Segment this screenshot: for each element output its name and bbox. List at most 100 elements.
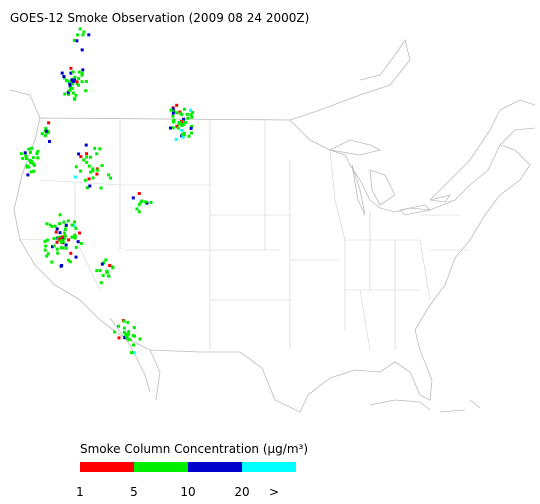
basemap — [9, 39, 536, 413]
smoke-pixel — [100, 164, 104, 167]
smoke-pixel — [124, 333, 128, 337]
colorbar-overflow-label: > — [269, 485, 279, 499]
smoke-pixel — [81, 68, 85, 72]
smoke-pixel — [66, 219, 70, 223]
smoke-pixel — [172, 110, 176, 113]
smoke-pixel — [91, 169, 95, 173]
smoke-pixel — [28, 150, 32, 154]
smoke-pixel — [85, 152, 89, 156]
smoke-pixel — [109, 176, 113, 180]
smoke-pixel — [64, 223, 68, 227]
caribbean — [369, 399, 481, 413]
smoke-pixel — [85, 160, 89, 164]
smoke-pixel — [45, 222, 49, 226]
smoke-pixel — [60, 239, 64, 242]
smoke-pixel — [21, 157, 25, 160]
smoke-pixel — [71, 91, 75, 95]
canada — [9, 39, 536, 201]
smoke-pixel — [73, 220, 77, 224]
smoke-pixel — [74, 245, 78, 249]
smoke-pixel — [139, 200, 143, 204]
colorbar-segment — [242, 462, 296, 472]
smoke-pixel — [69, 251, 73, 255]
smoke-pixel — [67, 92, 70, 96]
smoke-pixel — [183, 133, 186, 137]
smoke-pixel — [68, 84, 72, 88]
smoke-pixel — [36, 156, 40, 160]
smoke-pixel — [182, 117, 186, 121]
smoke-pixel — [68, 89, 72, 92]
smoke-pixel — [190, 115, 194, 119]
smoke-pixel — [95, 269, 99, 273]
smoke-pixel — [122, 319, 126, 323]
legend-title: Smoke Column Concentration (μg/m³) — [80, 442, 308, 456]
smoke-pixel — [73, 75, 77, 79]
smoke-pixel — [73, 236, 77, 240]
smoke-pixel — [172, 120, 176, 124]
smoke-pixel — [174, 137, 178, 141]
smoke-pixel — [84, 80, 88, 83]
smoke-pixel — [40, 132, 44, 136]
smoke-pixel — [70, 87, 74, 90]
smoke-pixel — [19, 152, 23, 156]
smoke-pixel — [66, 90, 70, 94]
smoke-pixel — [65, 79, 68, 82]
smoke-pixel — [46, 252, 50, 256]
smoke-pixel — [138, 337, 142, 341]
smoke-pixel — [76, 240, 80, 244]
smoke-pixel — [63, 234, 67, 238]
smoke-pixel — [58, 237, 62, 241]
smoke-pixel — [93, 146, 97, 150]
smoke-pixel — [82, 30, 86, 34]
smoke-pixel — [169, 126, 172, 130]
smoke-pixel — [74, 165, 78, 169]
smoke-pixel — [84, 89, 88, 93]
smoke-pixel — [64, 246, 68, 250]
smoke-pixel — [75, 39, 79, 43]
smoke-pixel — [43, 134, 47, 138]
smoke-pixel — [64, 243, 68, 247]
smoke-pixel — [55, 240, 59, 244]
smoke-pixel — [177, 122, 181, 126]
smoke-pixel — [50, 225, 54, 228]
smoke-pixel — [62, 220, 66, 224]
smoke-pixel — [130, 351, 133, 355]
smoke-pixel — [91, 167, 95, 171]
colorbar-tick-label: 10 — [180, 485, 195, 499]
smoke-pixel — [44, 127, 48, 130]
smoke-pixel — [132, 326, 136, 329]
smoke-pixel — [189, 131, 193, 135]
title: GOES-12 Smoke Observation (2009 08 24 20… — [10, 11, 309, 25]
smoke-pixel — [45, 254, 49, 258]
smoke-pixel — [59, 235, 63, 239]
smoke-pixel — [70, 78, 74, 82]
smoke-pixel — [70, 235, 74, 239]
smoke-pixel — [68, 260, 72, 264]
smoke-pixel — [29, 170, 33, 174]
smoke-pixels — [19, 27, 194, 355]
smoke-pixel — [149, 201, 153, 204]
smoke-pixel — [91, 176, 95, 180]
smoke-pixel — [74, 226, 78, 230]
smoke-pixel — [126, 332, 130, 336]
smoke-pixel — [67, 258, 71, 262]
smoke-pixel — [107, 274, 111, 278]
smoke-pixel — [87, 177, 91, 181]
smoke-pixel — [171, 114, 175, 118]
smoke-pixel — [96, 168, 100, 172]
smoke-pixel — [99, 281, 103, 285]
smoke-pixel — [62, 237, 66, 241]
smoke-pixel — [27, 165, 31, 169]
smoke-pixel — [35, 151, 39, 155]
colorbar-segment — [134, 462, 188, 472]
smoke-pixel — [113, 330, 117, 334]
smoke-pixel — [43, 239, 47, 243]
smoke-pixel — [80, 48, 84, 52]
smoke-pixel — [48, 223, 52, 227]
smoke-pixel — [133, 334, 137, 338]
smoke-pixel — [60, 71, 64, 75]
smoke-pixel — [172, 118, 176, 122]
smoke-pixel — [77, 77, 81, 81]
smoke-pixel — [87, 33, 91, 37]
smoke-pixel — [181, 135, 185, 139]
